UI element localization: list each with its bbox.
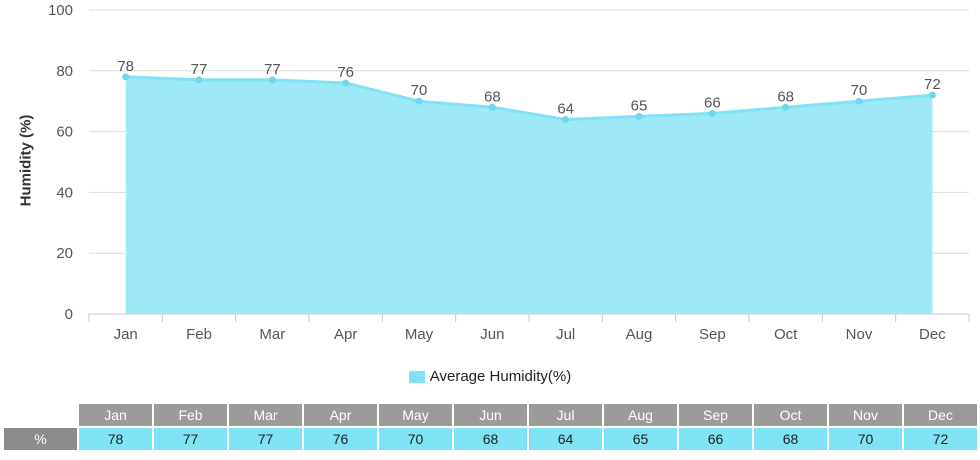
x-tick-label: Jul xyxy=(556,326,575,343)
table-corner-cell xyxy=(4,404,77,426)
y-tick-label: 40 xyxy=(56,184,73,201)
data-point xyxy=(708,109,716,117)
data-label: 77 xyxy=(191,61,208,78)
data-label: 70 xyxy=(851,82,868,99)
data-point xyxy=(855,97,863,105)
table-value-cell: 65 xyxy=(604,428,677,450)
data-table: Jan Feb Mar Apr May Jun Jul Aug Sep Oct Nov Dec % 7… xyxy=(2,402,979,452)
data-point xyxy=(268,76,276,84)
legend-swatch xyxy=(408,370,425,383)
table-month-header: Sep xyxy=(679,404,752,426)
data-label: 66 xyxy=(704,94,721,111)
table-value-cell: 76 xyxy=(304,428,377,450)
data-label: 72 xyxy=(924,76,941,93)
x-tick-label: Dec xyxy=(919,326,946,343)
y-axis-title-text: Humidity (%) xyxy=(17,114,35,206)
table-month-header: Jul xyxy=(529,404,602,426)
table-month-header: Dec xyxy=(904,404,977,426)
data-point xyxy=(562,115,570,123)
data-label: 65 xyxy=(631,97,648,114)
table-value-cell: 66 xyxy=(679,428,752,450)
table-month-header: Apr xyxy=(304,404,377,426)
x-tick-label: Feb xyxy=(186,326,212,343)
table-month-header: Nov xyxy=(829,404,902,426)
data-point xyxy=(122,73,130,81)
x-tick-label: Oct xyxy=(774,326,798,343)
data-point xyxy=(342,79,350,87)
legend[interactable]: Average Humidity(%) xyxy=(0,368,980,385)
data-point xyxy=(488,103,496,111)
table-header-row: Jan Feb Mar Apr May Jun Jul Aug Sep Oct Nov Dec xyxy=(4,404,977,426)
x-tick-label: Mar xyxy=(259,326,285,343)
table-month-header: Mar xyxy=(229,404,302,426)
table-row-label: % xyxy=(4,428,77,450)
x-tick-label: Jan xyxy=(114,326,138,343)
table-value-cell: 68 xyxy=(454,428,527,450)
data-label: 68 xyxy=(484,88,501,105)
table-month-header: Jun xyxy=(454,404,527,426)
table-month-header: May xyxy=(379,404,452,426)
x-tick-label: Aug xyxy=(626,326,653,343)
x-tick-label: Nov xyxy=(846,326,873,343)
table-value-cell: 70 xyxy=(829,428,902,450)
data-point xyxy=(782,103,790,111)
table-value-row: % 78 77 77 76 70 68 64 65 66 68 70 72 xyxy=(4,428,977,450)
humidity-chart: 0 20 40 60 80 100 78 77 77 76 70 68 64 65 66 68 70 72 Jan F… xyxy=(48,2,970,343)
y-tick-label: 0 xyxy=(65,306,73,323)
table-value-cell: 72 xyxy=(904,428,977,450)
data-point xyxy=(635,112,643,120)
data-label: 77 xyxy=(264,61,281,78)
x-tick-label: Apr xyxy=(334,326,357,343)
table-value-cell: 64 xyxy=(529,428,602,450)
series-line xyxy=(125,75,933,121)
y-tick-label: 100 xyxy=(48,2,73,19)
table-value-cell: 70 xyxy=(379,428,452,450)
x-tick-label: Jun xyxy=(480,326,504,343)
data-label: 64 xyxy=(557,100,574,117)
y-axis-title: Humidity (%) xyxy=(14,0,38,320)
data-label: 68 xyxy=(777,88,794,105)
table-value-cell: 77 xyxy=(154,428,227,450)
table-value-cell: 77 xyxy=(229,428,302,450)
data-label: 76 xyxy=(337,64,354,81)
data-point xyxy=(415,97,423,105)
table-value-cell: 68 xyxy=(754,428,827,450)
table-month-header: Feb xyxy=(154,404,227,426)
y-tick-label: 20 xyxy=(56,245,73,262)
table-value-cell: 78 xyxy=(79,428,152,450)
data-point xyxy=(195,76,203,84)
table-month-header: Jan xyxy=(79,404,152,426)
y-tick-label: 60 xyxy=(56,124,73,141)
series-area xyxy=(125,76,933,314)
data-label: 78 xyxy=(117,58,134,75)
x-tick-label: Sep xyxy=(699,326,726,343)
legend-label: Average Humidity(%) xyxy=(429,368,572,385)
data-point xyxy=(928,91,936,99)
x-tick-label: May xyxy=(405,326,434,343)
table-month-header: Oct xyxy=(754,404,827,426)
y-tick-label: 80 xyxy=(56,63,73,80)
data-label: 70 xyxy=(411,82,428,99)
table-month-header: Aug xyxy=(604,404,677,426)
